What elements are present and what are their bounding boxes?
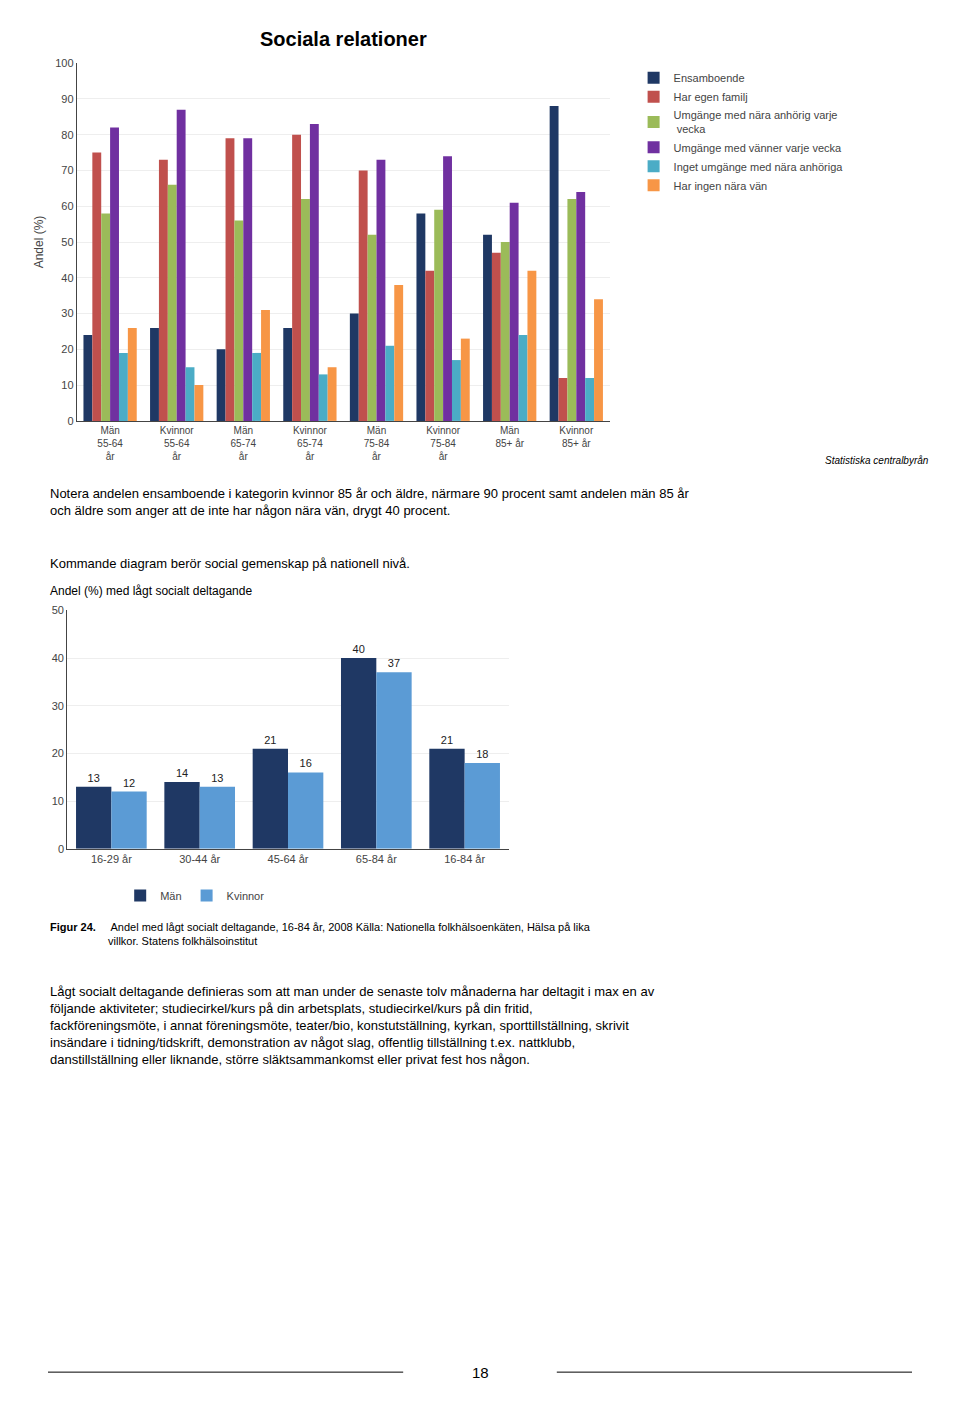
svg-text:21: 21 bbox=[441, 734, 453, 746]
svg-text:16-84 år: 16-84 år bbox=[444, 853, 485, 865]
svg-text:13: 13 bbox=[211, 772, 223, 784]
svg-text:40: 40 bbox=[52, 652, 64, 664]
svg-text:0: 0 bbox=[58, 843, 64, 855]
svg-text:18: 18 bbox=[476, 748, 488, 760]
svg-text:45-64 år: 45-64 år bbox=[268, 853, 309, 865]
svg-text:Män65-74år: Män65-74år bbox=[231, 425, 257, 462]
svg-text:Kvinnor: Kvinnor bbox=[227, 890, 265, 902]
svg-text:50: 50 bbox=[61, 236, 73, 248]
svg-text:40: 40 bbox=[61, 272, 73, 284]
svg-text:Män55-64år: Män55-64år bbox=[97, 425, 123, 462]
svg-text:Män85+ år: Män85+ år bbox=[495, 425, 524, 449]
svg-text:12: 12 bbox=[123, 777, 135, 789]
svg-text:14: 14 bbox=[176, 767, 188, 779]
svg-text:30-44 år: 30-44 år bbox=[179, 853, 220, 865]
svg-text:10: 10 bbox=[52, 795, 64, 807]
svg-text:50: 50 bbox=[52, 604, 64, 616]
svg-text:80: 80 bbox=[61, 129, 73, 141]
svg-text:18: 18 bbox=[472, 1364, 489, 1381]
svg-text:90: 90 bbox=[61, 93, 73, 105]
svg-text:Kommande diagram berör social: Kommande diagram berör social gemenskap … bbox=[50, 556, 410, 571]
svg-text:Ensamboende: Ensamboende bbox=[674, 72, 745, 84]
svg-text:Lågt socialt deltagande defini: Lågt socialt deltagande definieras som a… bbox=[50, 984, 655, 1067]
svg-text:Umgänge med vänner varje vecka: Umgänge med vänner varje vecka bbox=[674, 142, 842, 154]
svg-text:100: 100 bbox=[55, 57, 73, 69]
svg-text:60: 60 bbox=[61, 200, 73, 212]
svg-text:Har ingen nära vän: Har ingen nära vän bbox=[674, 180, 768, 192]
svg-text:40: 40 bbox=[353, 643, 365, 655]
svg-text:Kvinnor65-74år: Kvinnor65-74år bbox=[293, 425, 328, 462]
svg-text:Män: Män bbox=[160, 890, 181, 902]
svg-text:Umgänge med nära anhörig varje: Umgänge med nära anhörig varje vecka bbox=[674, 109, 838, 135]
svg-text:Notera andelen ensamboende i k: Notera andelen ensamboende i kategorin k… bbox=[50, 486, 690, 518]
svg-text:Statistiska centralbyrån: Statistiska centralbyrån bbox=[825, 455, 929, 466]
svg-text:20: 20 bbox=[52, 747, 64, 759]
svg-text:10: 10 bbox=[61, 379, 73, 391]
svg-text:Andel (%): Andel (%) bbox=[32, 216, 46, 269]
svg-text:Kvinnor85+ år: Kvinnor85+ år bbox=[559, 425, 594, 449]
svg-text:16-29 år: 16-29 år bbox=[91, 853, 132, 865]
svg-text:70: 70 bbox=[61, 164, 73, 176]
svg-text:21: 21 bbox=[264, 734, 276, 746]
svg-text:Har egen familj: Har egen familj bbox=[674, 91, 748, 103]
svg-text:Inget umgänge med nära anhörig: Inget umgänge med nära anhöriga bbox=[674, 161, 844, 173]
svg-text:20: 20 bbox=[61, 343, 73, 355]
svg-text:Sociala relationer: Sociala relationer bbox=[260, 28, 427, 50]
svg-text:30: 30 bbox=[61, 307, 73, 319]
svg-text:Figur 24.: Figur 24. bbox=[50, 921, 96, 933]
svg-text:65-84 år: 65-84 år bbox=[356, 853, 397, 865]
svg-text:16: 16 bbox=[300, 757, 312, 769]
svg-text:30: 30 bbox=[52, 700, 64, 712]
svg-text:Män75-84år: Män75-84år bbox=[364, 425, 390, 462]
svg-text:Andel med lågt socialt deltaga: Andel med lågt socialt deltagande, 16-84… bbox=[108, 921, 591, 947]
svg-text:Kvinnor55-64år: Kvinnor55-64år bbox=[160, 425, 195, 462]
svg-text:0: 0 bbox=[67, 415, 73, 427]
svg-text:Kvinnor75-84år: Kvinnor75-84år bbox=[426, 425, 461, 462]
svg-text:Andel (%) med lågt socialt del: Andel (%) med lågt socialt deltagande bbox=[50, 584, 252, 598]
svg-text:37: 37 bbox=[388, 657, 400, 669]
svg-text:13: 13 bbox=[88, 772, 100, 784]
